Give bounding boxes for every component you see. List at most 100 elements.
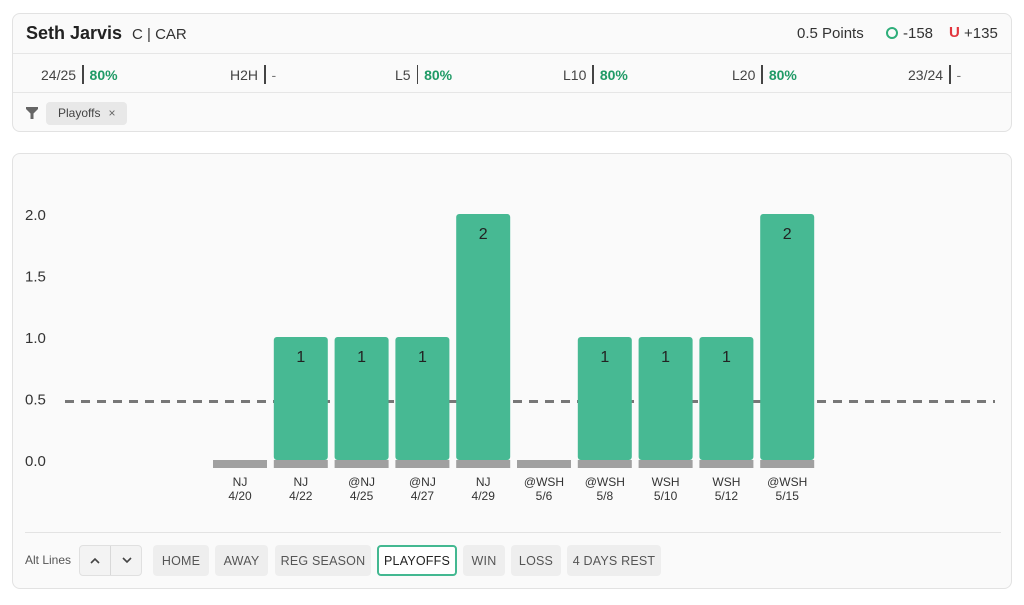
x-tick-date: 4/25	[350, 489, 374, 503]
funnel-icon[interactable]	[26, 107, 38, 119]
stat-divider	[761, 65, 763, 84]
alt-lines-label: Alt Lines	[25, 553, 72, 567]
bar[interactable]	[334, 337, 389, 460]
y-tick-label: 0.5	[25, 392, 46, 409]
bar-base	[213, 460, 267, 468]
game-log-chart-card: 0.0 0.5 1.0 1.5 2.0 NJ 4/20 NJ 4/22 @NJ 4/25 @NJ 4/2…	[12, 153, 1012, 589]
bar[interactable]	[638, 337, 693, 460]
x-tick-date: 5/12	[715, 489, 739, 503]
bar-base	[334, 460, 389, 468]
x-tick-date: 5/10	[654, 489, 678, 503]
stat-label: 24/25	[41, 67, 77, 83]
alt-line-up-button[interactable]	[80, 546, 111, 575]
alt-lines-stepper	[79, 545, 142, 576]
stat-h2h: H2H -	[230, 65, 276, 84]
bar-base	[577, 460, 632, 468]
bar[interactable]	[273, 337, 328, 460]
stat-value: 80%	[424, 67, 453, 83]
bar-base	[395, 460, 450, 468]
x-tick-date: 4/27	[411, 489, 435, 503]
x-tick-opponent: WSH	[652, 475, 680, 489]
prop-summary-card: Seth Jarvis C | CAR 0.5 Points -158 U +1…	[12, 13, 1012, 132]
bar[interactable]	[395, 337, 450, 460]
filter-chip-playoffs[interactable]: Playoffs ×	[46, 102, 128, 125]
y-tick-label: 1.5	[25, 269, 46, 286]
over-icon	[886, 27, 898, 39]
stat-season: 24/25 80%	[41, 65, 118, 84]
x-tick-date: 4/20	[228, 489, 252, 503]
alt-line-down-button[interactable]	[111, 546, 142, 575]
filter-playoffs-button[interactable]: PLAYOFFS	[377, 545, 457, 576]
filter-chip-label: Playoffs	[58, 106, 101, 120]
stat-divider	[416, 65, 419, 84]
stat-label: L5	[395, 67, 411, 83]
stat-value: -	[956, 67, 962, 83]
x-tick-date: 5/8	[596, 489, 613, 503]
bar-value-label: 1	[418, 349, 427, 366]
stat-label: L20	[732, 67, 756, 83]
stat-l10: L10 80%	[563, 65, 628, 84]
x-tick-opponent: @WSH	[767, 475, 807, 489]
x-tick-opponent: @NJ	[409, 475, 436, 489]
x-tick-opponent: NJ	[476, 475, 491, 489]
filter-home-button[interactable]: HOME	[153, 545, 209, 576]
x-tick-opponent: @WSH	[524, 475, 564, 489]
stat-divider	[592, 65, 594, 84]
bar-value-label: 2	[479, 226, 488, 243]
player-position-team: C | CAR	[132, 26, 187, 43]
active-filters: Playoffs ×	[13, 94, 1011, 132]
bar-base	[760, 460, 815, 468]
x-tick-opponent: @WSH	[585, 475, 625, 489]
x-tick-opponent: @NJ	[348, 475, 375, 489]
hit-rate-stats: 24/25 80% H2H - L5 80% L10 80% L20 80% 23/24-	[13, 54, 1011, 93]
stat-divider	[82, 65, 84, 84]
filter-loss-button[interactable]: LOSS	[511, 545, 561, 576]
filter-win-button[interactable]: WIN	[463, 545, 505, 576]
stat-divider	[949, 65, 951, 84]
prop-header: Seth Jarvis C | CAR 0.5 Points -158 U +1…	[13, 14, 1011, 54]
bar[interactable]	[456, 214, 511, 460]
bar-base	[517, 460, 571, 468]
x-tick-opponent: NJ	[293, 475, 308, 489]
stat-label: 23/24	[908, 67, 944, 83]
chevron-down-icon	[121, 557, 132, 564]
filter-away-button[interactable]: AWAY	[215, 545, 268, 576]
stat-l5: L5 80%	[395, 65, 452, 84]
x-tick-opponent: WSH	[712, 475, 740, 489]
divider	[25, 532, 1001, 533]
bar[interactable]	[577, 337, 632, 460]
close-icon[interactable]: ×	[108, 106, 116, 120]
bar-value-label: 1	[357, 349, 366, 366]
stat-label: L10	[563, 67, 587, 83]
bar-base	[699, 460, 754, 468]
x-tick-date: 4/22	[289, 489, 313, 503]
x-tick-opponent: NJ	[233, 475, 248, 489]
bar-base	[273, 460, 328, 468]
bar[interactable]	[699, 337, 754, 460]
stat-l20: L20 80%	[732, 65, 797, 84]
x-tick-date: 5/15	[776, 489, 800, 503]
stat-value: 80%	[599, 67, 628, 83]
bar-value-label: 1	[600, 349, 609, 366]
game-log-bar-chart: 0.00.51.01.52.0NJ4/20NJ4/22@NJ4/25@NJ4/2…	[25, 207, 995, 503]
filter-4-days-rest-button[interactable]: 4 DAYS REST	[567, 545, 661, 576]
over-odds[interactable]: -158	[903, 25, 934, 42]
player-name[interactable]: Seth Jarvis	[26, 23, 123, 43]
stat-divider	[264, 65, 266, 84]
under-odds[interactable]: +135	[964, 25, 998, 42]
bar-base	[456, 460, 511, 468]
bar-value-label: 2	[783, 226, 792, 243]
bar-value-label: 1	[296, 349, 305, 366]
y-tick-label: 0.0	[25, 453, 46, 470]
y-tick-label: 2.0	[25, 207, 46, 224]
x-tick-date: 4/29	[472, 489, 496, 503]
bar-base	[638, 460, 693, 468]
chevron-up-icon	[90, 557, 100, 564]
stat-value: 80%	[768, 67, 797, 83]
bar-value-label: 1	[722, 349, 731, 366]
stat-label: H2H	[230, 67, 259, 83]
prop-line: 0.5 Points	[797, 25, 864, 42]
stat-value: -	[271, 67, 277, 83]
bar[interactable]	[760, 214, 815, 460]
filter-reg-season-button[interactable]: REG SEASON	[275, 545, 371, 576]
